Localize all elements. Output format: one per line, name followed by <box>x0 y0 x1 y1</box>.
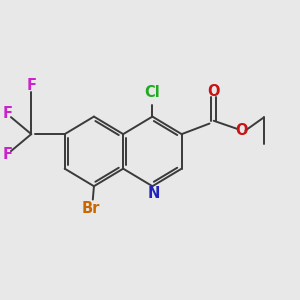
Text: F: F <box>3 147 13 162</box>
Text: Br: Br <box>82 201 100 216</box>
Text: F: F <box>3 106 13 121</box>
Text: Cl: Cl <box>145 85 160 100</box>
Text: O: O <box>207 84 220 99</box>
Text: O: O <box>235 123 248 138</box>
Text: N: N <box>148 187 160 202</box>
Text: F: F <box>26 79 36 94</box>
